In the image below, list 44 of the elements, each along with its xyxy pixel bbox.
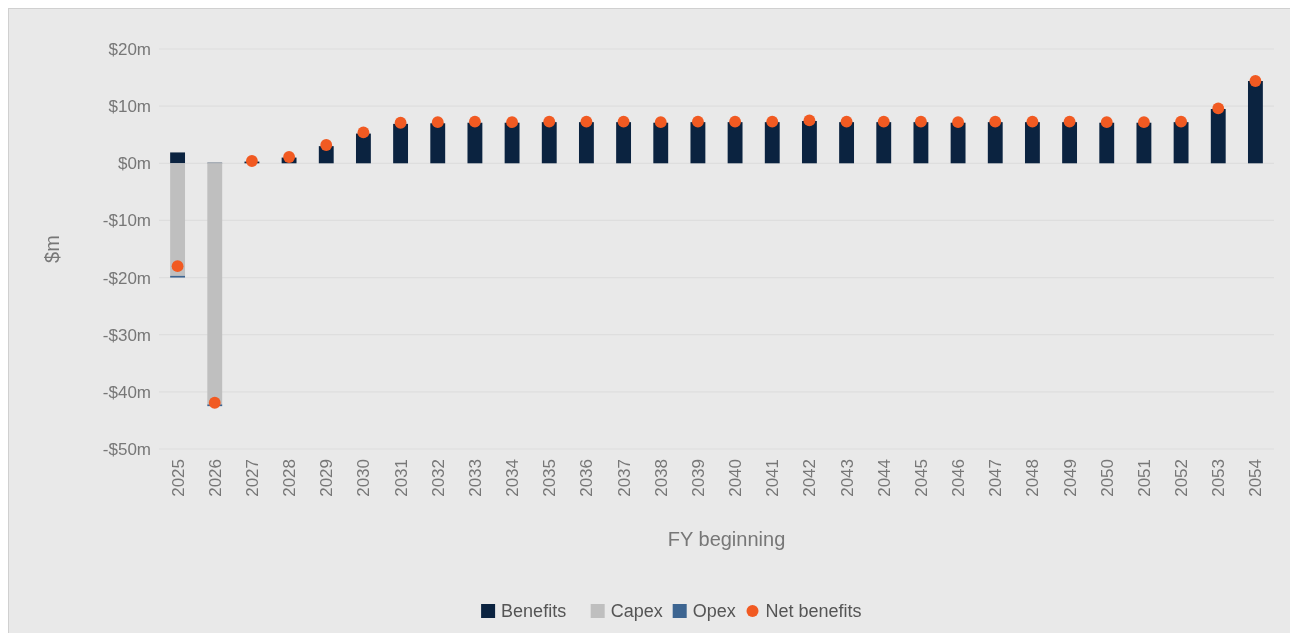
x-tick-label: 2048 [1023, 459, 1043, 497]
y-tick-label: $10m [108, 97, 151, 117]
x-tick-label: 2030 [354, 459, 374, 497]
x-tick-label: 2028 [280, 459, 300, 497]
x-tick-label: 2044 [874, 459, 894, 497]
y-tick-label: $0m [117, 154, 151, 174]
legend-label: Capex [610, 601, 663, 622]
legend-label: Net benefits [765, 601, 862, 622]
x-tick-label: 2051 [1134, 459, 1154, 497]
x-tick-label: 2053 [1209, 459, 1229, 497]
x-tick-label: 2042 [800, 459, 820, 497]
x-tick-label: 2045 [911, 459, 931, 497]
x-tick-label: 2041 [763, 459, 783, 497]
x-tick-label: 2038 [651, 459, 671, 497]
y-tick-label: $20m [108, 39, 151, 59]
y-tick-label: -$50m [102, 439, 151, 459]
y-tick-label: -$30m [102, 325, 151, 345]
x-tick-label: 2035 [540, 459, 560, 497]
x-tick-label: 2026 [205, 459, 225, 497]
x-tick-label: 2031 [391, 459, 411, 497]
y-tick-label: -$20m [102, 268, 151, 288]
x-axis-title: FY beginning [667, 528, 786, 550]
x-tick-label: 2049 [1060, 459, 1080, 497]
x-tick-label: 2025 [168, 459, 188, 497]
x-tick-label: 2029 [317, 459, 337, 497]
x-tick-label: 2034 [503, 459, 523, 497]
x-tick-label: 2046 [949, 459, 969, 497]
x-tick-label: 2050 [1097, 459, 1117, 497]
y-axis-title: $m [41, 235, 63, 263]
x-tick-label: 2039 [688, 459, 708, 497]
x-tick-label: 2052 [1172, 459, 1192, 497]
y-tick-label: -$10m [102, 211, 151, 231]
x-tick-label: 2036 [577, 459, 597, 497]
x-tick-label: 2054 [1246, 459, 1266, 497]
legend-label: Opex [692, 601, 736, 622]
x-tick-label: 2043 [837, 459, 857, 497]
y-tick-label: -$40m [102, 382, 151, 402]
legend-label: Benefits [501, 601, 567, 622]
x-tick-label: 2047 [986, 459, 1006, 497]
x-tick-label: 2032 [428, 459, 448, 497]
x-tick-label: 2033 [465, 459, 485, 497]
x-tick-label: 2037 [614, 459, 634, 497]
x-tick-label: 2040 [726, 459, 746, 497]
x-tick-label: 2027 [242, 459, 262, 497]
